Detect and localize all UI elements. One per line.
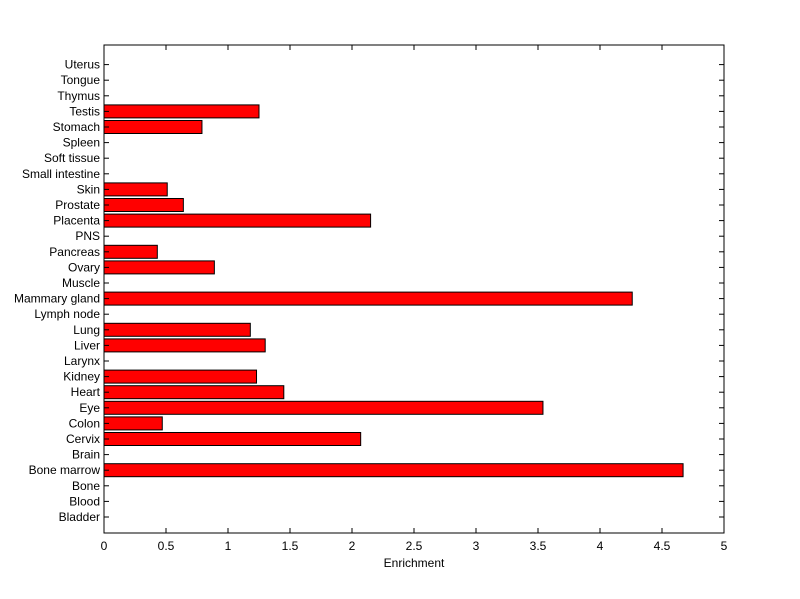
bar-pancreas [103,244,158,259]
y-tick-label: Bone [72,479,100,493]
y-tick-label: Heart [71,385,101,399]
bar-cervix [103,432,362,446]
y-tick-label: Kidney [63,370,100,384]
y-tick-label: Ovary [68,260,100,274]
y-tick-label: Mammary gland [14,292,100,306]
y-tick-label: Liver [74,338,100,352]
x-axis-label: Enrichment [384,556,445,570]
y-tick-label: Pancreas [49,245,100,259]
y-tick-label: Small intestine [22,167,100,181]
y-tick-label: Bladder [59,510,100,524]
y-tick-label: PNS [75,229,100,243]
x-tick-label: 2 [349,539,356,553]
bar-stomach [103,120,203,134]
bar-lung [103,322,251,337]
x-tick-label: 4.5 [654,539,671,553]
bar-heart [103,385,285,400]
bars-layer [103,104,684,478]
x-tick-label: 4 [597,539,604,553]
y-tick-label: Prostate [55,198,100,212]
x-tick-label: 2.5 [406,539,423,553]
x-tick-label: 3.5 [530,539,547,553]
y-tick-label: Tongue [61,73,101,87]
bar-liver [103,338,266,353]
x-tick-label: 1 [225,539,232,553]
x-tick-label: 0.5 [158,539,175,553]
y-tick-label: Lymph node [34,307,100,321]
y-tick-label: Lung [73,323,100,337]
bar-prostate [103,198,184,212]
y-tick-label: Bone marrow [29,463,101,477]
y-tick-label: Soft tissue [44,151,100,165]
plot-frame [103,44,725,534]
bar-bone-marrow [103,463,684,478]
y-tick-label: Stomach [53,120,100,134]
x-tick-label: 5 [721,539,728,553]
x-tick-label: 1.5 [282,539,299,553]
bar-testis [103,104,260,119]
y-tick-label: Thymus [57,89,100,103]
y-tick-label: Blood [69,494,100,508]
bar-ovary [103,260,215,275]
bar-skin [103,182,168,197]
x-tick-label: 3 [473,539,480,553]
y-tick-label: Muscle [62,276,100,290]
y-tick-label: Eye [79,401,100,415]
x-tick-label: 0 [101,539,108,553]
y-tick-label: Spleen [63,136,100,150]
y-tick-label: Skin [77,182,100,196]
bar-eye [103,400,544,415]
x-tick-labels: 0 0.5 1 1.5 2 2.5 3 3.5 4 4.5 5 [101,539,728,553]
bar-mammary-gland [103,291,633,306]
y-tick-label: Placenta [53,214,100,228]
bar-colon [103,416,163,431]
bar-placenta [103,213,372,228]
y-tick-label: Uterus [65,58,100,72]
y-tick-label: Brain [72,448,100,462]
bar-kidney [103,369,258,384]
y-tick-label: Testis [69,104,100,118]
y-tick-label: Larynx [64,354,100,368]
y-tick-label: Cervix [66,432,100,446]
y-tick-label: Colon [69,416,100,430]
